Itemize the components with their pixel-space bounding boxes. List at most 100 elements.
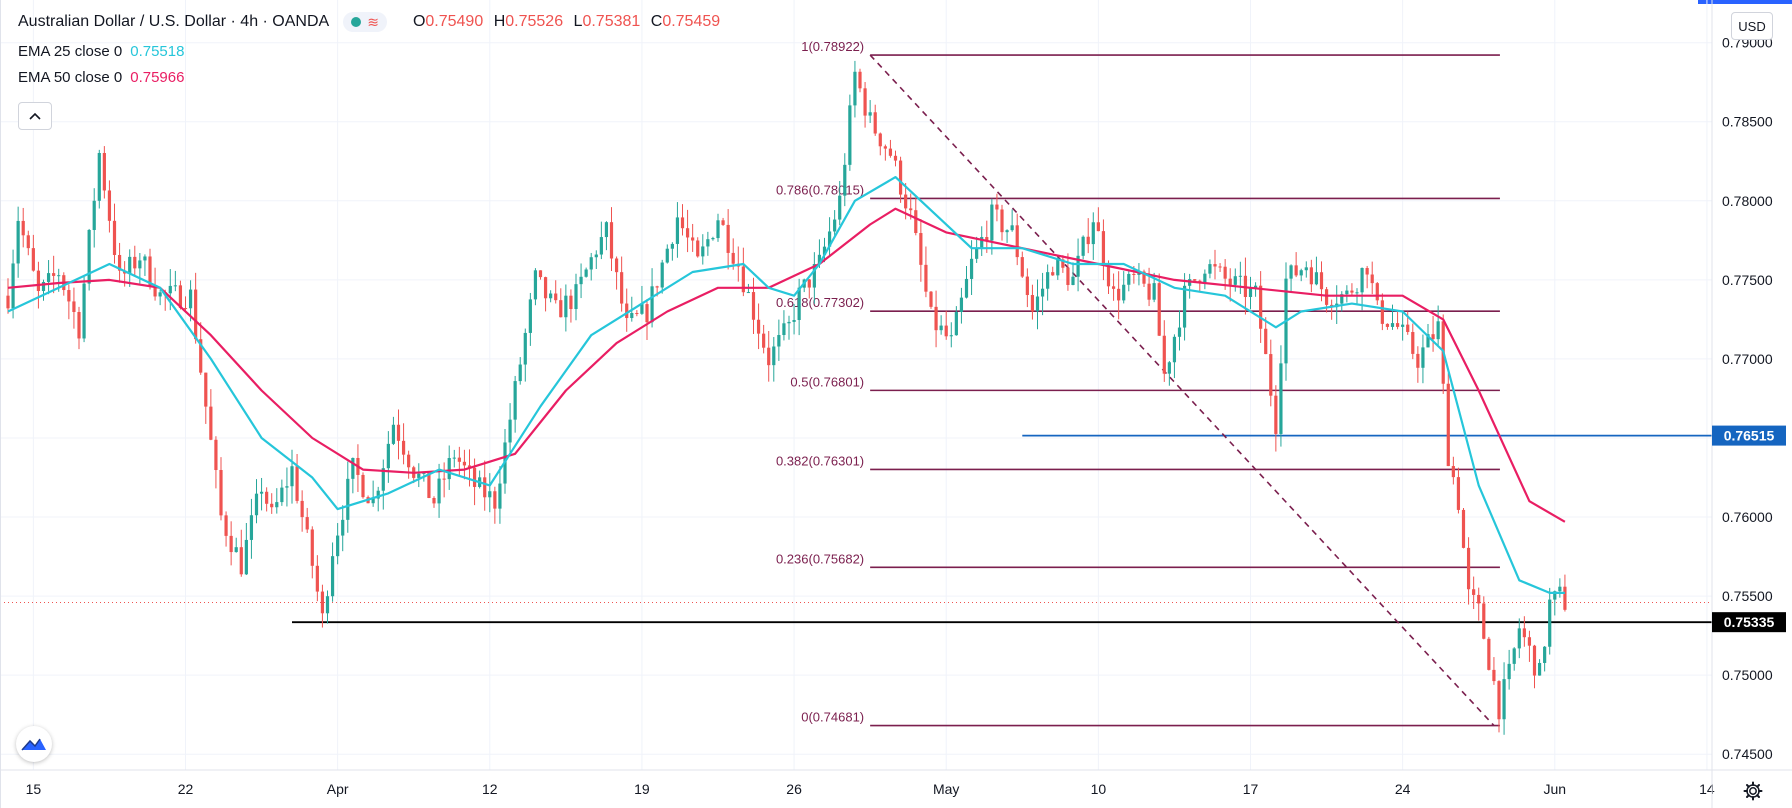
- candle-body: [1101, 231, 1106, 266]
- indicator-ema50[interactable]: EMA 50 close 0 0.75966: [18, 68, 720, 88]
- collapse-legend-button[interactable]: [18, 102, 52, 130]
- candle-body: [893, 155, 898, 161]
- candle-body: [1228, 278, 1232, 285]
- candle-body: [696, 240, 700, 257]
- candle-body: [77, 312, 81, 339]
- candle-body: [630, 313, 634, 319]
- candle-body: [1416, 353, 1420, 368]
- price-tick-label: 0.76000: [1722, 509, 1773, 525]
- candle-body: [949, 335, 953, 337]
- candle-body: [1208, 264, 1212, 274]
- price-tick-label: 0.75000: [1722, 667, 1773, 683]
- candle-body: [1005, 230, 1009, 233]
- indicator-ema25[interactable]: EMA 25 close 0 0.75518: [18, 42, 720, 62]
- candle-body: [361, 474, 365, 498]
- candle-body: [559, 300, 563, 318]
- candle-body: [1152, 283, 1156, 300]
- fib-level-label: 0.236(0.75682): [776, 551, 864, 566]
- currency-button[interactable]: USD: [1731, 12, 1773, 40]
- candle-body: [1395, 323, 1400, 327]
- candle-body: [31, 248, 35, 271]
- candle-body: [807, 279, 811, 288]
- candle-body: [878, 133, 882, 147]
- candle-body: [518, 364, 522, 382]
- candle-body: [528, 299, 532, 333]
- candle-body: [229, 535, 233, 553]
- horizontal-levels[interactable]: [0, 434, 1712, 624]
- candle-body: [817, 254, 822, 265]
- candle-body: [493, 491, 497, 509]
- market-status-badge[interactable]: ≋: [343, 12, 387, 32]
- candle-body: [6, 295, 10, 309]
- low-label: L: [573, 13, 583, 30]
- candle-body: [219, 470, 223, 516]
- high-label: H: [493, 13, 506, 30]
- candle-body: [36, 270, 41, 292]
- candle-body: [183, 308, 188, 310]
- candle-body: [138, 260, 142, 269]
- candle-body: [16, 220, 20, 264]
- candle-body: [888, 148, 893, 156]
- candle-body: [1543, 646, 1547, 663]
- candle-body: [792, 320, 796, 322]
- candle-body: [1000, 209, 1004, 233]
- candle-body: [594, 254, 598, 258]
- candle-body: [82, 283, 86, 339]
- candle-body: [985, 237, 989, 241]
- candle-body: [822, 246, 827, 255]
- gear-icon: [1743, 781, 1763, 801]
- candle-body: [72, 301, 76, 313]
- candle-body: [772, 346, 776, 366]
- candle-body: [569, 295, 573, 310]
- candle-body: [589, 257, 593, 270]
- candle-body: [660, 262, 664, 288]
- candle-body: [270, 503, 274, 508]
- settings-button[interactable]: [1740, 778, 1766, 804]
- time-tick-label: 26: [786, 781, 802, 797]
- candle-body: [1522, 628, 1526, 638]
- candle-body: [1056, 259, 1060, 276]
- candle-body: [1532, 645, 1537, 676]
- candle-body: [102, 152, 106, 191]
- candle-body: [1319, 272, 1324, 290]
- candle-body: [1537, 662, 1542, 676]
- symbol-title[interactable]: Australian Dollar / U.S. Dollar · 4h · O…: [18, 13, 330, 30]
- candle-body: [1451, 466, 1455, 478]
- candle-body: [934, 306, 938, 331]
- candle-body: [513, 381, 517, 420]
- candle-body: [716, 220, 720, 239]
- candle-body: [1512, 648, 1516, 664]
- candle-body: [97, 152, 101, 201]
- candle-body: [706, 239, 710, 247]
- candle-body: [1411, 332, 1415, 354]
- ema50-line: [7, 207, 1566, 523]
- candle-body: [1238, 275, 1242, 277]
- candle-body: [1406, 324, 1410, 333]
- candle-body: [1264, 328, 1268, 355]
- price-tick-label: 0.77000: [1722, 351, 1773, 367]
- candle-body: [812, 264, 816, 288]
- candle-body: [391, 424, 396, 444]
- grid: [0, 0, 1712, 770]
- candle-body: [954, 311, 958, 336]
- candle-body: [756, 319, 761, 334]
- candle-body: [204, 372, 208, 407]
- candle-body: [959, 297, 964, 312]
- candle-body: [472, 467, 477, 487]
- candle-body: [650, 286, 654, 323]
- price-level-label: 0.75335: [1724, 614, 1775, 630]
- candle-body: [685, 228, 690, 238]
- candle-body: [670, 243, 674, 249]
- candle-body: [1497, 681, 1501, 720]
- candle-body: [1030, 295, 1035, 312]
- candle-body: [325, 596, 330, 614]
- candle-body: [396, 424, 401, 441]
- chevron-up-icon: [29, 112, 41, 120]
- candle-body: [320, 591, 325, 614]
- candle-body: [432, 497, 436, 504]
- candle-body: [1076, 255, 1080, 277]
- tradingview-logo[interactable]: [16, 726, 52, 762]
- candle-body: [214, 439, 218, 471]
- candle-body: [883, 146, 887, 149]
